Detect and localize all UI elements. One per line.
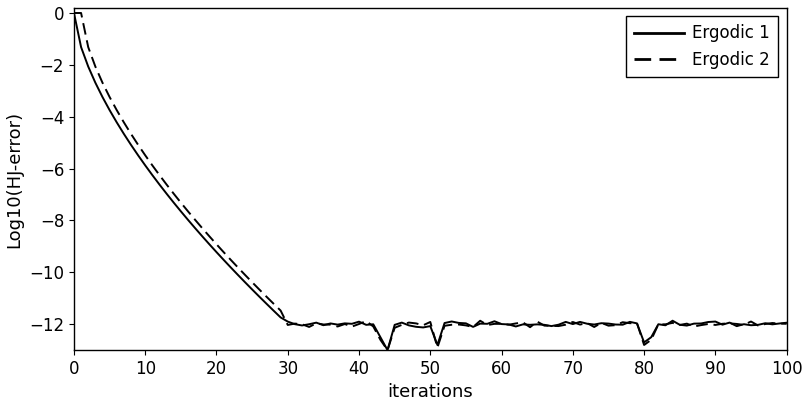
Ergodic 1 <box>247 287 257 292</box>
Ergodic 1 <box>782 320 792 325</box>
Ergodic 1 <box>119 131 128 136</box>
Ergodic 2 <box>611 323 621 328</box>
Ergodic 2 <box>404 320 414 325</box>
Ergodic 1 <box>69 11 79 15</box>
Ergodic 2 <box>119 120 128 125</box>
Ergodic 2 <box>504 322 514 327</box>
Line: Ergodic 2: Ergodic 2 <box>74 13 787 350</box>
Ergodic 2 <box>69 11 79 15</box>
Y-axis label: Log10(HJ-error): Log10(HJ-error) <box>6 110 23 247</box>
Ergodic 1 <box>611 322 621 327</box>
Ergodic 1 <box>504 322 514 327</box>
Line: Ergodic 1: Ergodic 1 <box>74 13 787 350</box>
Ergodic 1 <box>383 348 393 352</box>
Ergodic 2 <box>383 348 393 352</box>
Legend: Ergodic 1, Ergodic 2: Ergodic 1, Ergodic 2 <box>625 16 778 77</box>
Ergodic 1 <box>575 319 585 324</box>
Ergodic 2 <box>247 280 257 284</box>
Ergodic 2 <box>782 322 792 326</box>
Ergodic 1 <box>404 323 414 328</box>
Ergodic 2 <box>575 322 585 327</box>
X-axis label: iterations: iterations <box>387 383 473 401</box>
